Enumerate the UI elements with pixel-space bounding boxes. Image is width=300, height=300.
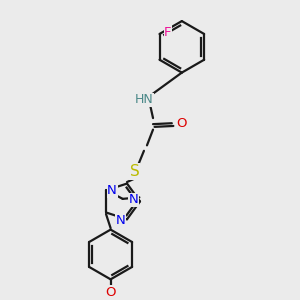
Text: N: N xyxy=(116,214,126,227)
Text: N: N xyxy=(107,184,117,197)
Text: F: F xyxy=(164,26,172,39)
Text: O: O xyxy=(105,286,116,298)
Text: N: N xyxy=(128,194,138,206)
Text: O: O xyxy=(176,117,187,130)
Text: HN: HN xyxy=(135,93,153,106)
Text: S: S xyxy=(130,164,140,179)
